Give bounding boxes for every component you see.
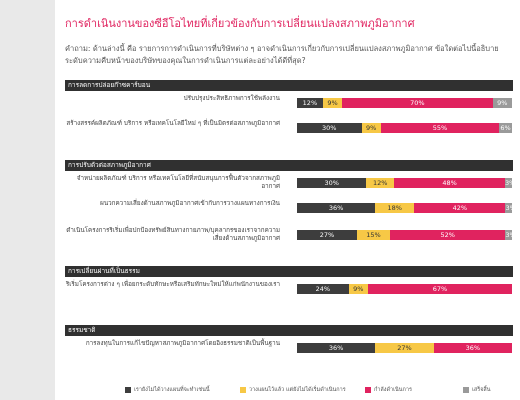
section-header: ธรรมชาติ [65,325,513,336]
legend-swatch [463,386,469,393]
bar-segment: 70% [342,98,493,108]
legend-label: กำลังดำเนินการ [374,387,412,393]
bar-segment: 67% [367,284,512,294]
bar-segment: 3% [505,178,512,188]
legend-swatch [125,386,131,393]
bar-segment: 9% [348,284,368,294]
stacked-bar: 36%18%42%3% [297,203,512,213]
bar-segment: 27% [375,343,434,353]
bar-segment: 12% [366,178,395,188]
legend-swatch [365,386,371,393]
stacked-bar: 36% 27% 36% [297,343,512,353]
bar-segment: 36% [433,343,512,353]
bar-label: ดำเนินโครงการริเริ่มเพื่อปกป้องทรัพย์สิน… [66,227,280,242]
legend-item: เสร็จสิ้น [463,386,491,394]
bar-segment: 42% [414,203,506,213]
chart-page: การดำเนินงานของซีอีโอไทยที่เกี่ยวข้องกับ… [55,0,520,400]
bar-label: ริเริ่มโครงการต่าง ๆ เพื่อยกระดับทักษะหร… [65,281,280,288]
stacked-bar: 30% 9% 55% 6% [297,123,512,133]
stacked-bar: 24% 9% 67% [297,284,512,294]
bar-label: ปรับปรุงประสิทธิภาพการใช้พลังงาน [183,95,280,102]
stacked-bar: 30%12%48%3% [297,178,512,188]
bar-segment: 3% [505,230,512,240]
bar-segment: 30% [297,123,362,133]
legend-label: เสร็จสิ้น [472,387,491,393]
bar-segment: 27% [297,230,357,240]
legend-item: วางแผนไว้แล้ว แต่ยังไม่ได้เริ่มดำเนินการ [240,386,346,394]
bar-label: การลงทุนในการแก้ไขปัญหาสภาพภูมิอากาศโดยอ… [85,340,280,347]
bar-label: จำหน่ายผลิตภัณฑ์ บริการ หรือเทคโนโลยีที่… [76,175,280,190]
bar-segment: 6% [499,123,512,133]
bar-label: ผนวกความเสี่ยงด้านสภาพภูมิอากาศเข้ากับกา… [100,200,280,207]
chart-title: การดำเนินงานของซีอีโอไทยที่เกี่ยวข้องกับ… [65,17,415,30]
legend-swatch [240,386,246,393]
legend-item: เรายังไม่ได้วางแผนที่จะทำเช่นนี้ [125,386,210,394]
bar-segment: 9% [361,123,381,133]
survey-question: คำถาม: ด้านล่างนี้ คือ รายการการดำเนินกา… [65,44,499,65]
bar-segment: 3% [505,203,512,213]
bar-segment: 30% [297,178,367,188]
bar-segment: 15% [356,230,391,240]
legend-label: วางแผนไว้แล้ว แต่ยังไม่ได้เริ่มดำเนินการ [249,387,346,393]
bar-segment: 52% [390,230,506,240]
section-header: การเปลี่ยนผ่านที่เป็นธรรม [65,266,513,277]
section-header: การลดการปล่อยก๊าซคาร์บอน [65,80,513,91]
legend-label: เรายังไม่ได้วางแผนที่จะทำเช่นนี้ [134,387,210,393]
bar-segment: 9% [492,98,512,108]
bar-segment: 24% [297,284,349,294]
bar-segment: 36% [297,203,376,213]
bar-segment: 36% [297,343,376,353]
legend-item: กำลังดำเนินการ [365,386,412,394]
stacked-bar: 12% 9% 70% 9% [297,98,512,108]
bar-segment: 48% [394,178,506,188]
section-header: การปรับตัวต่อสภาพภูมิอากาศ [65,160,513,171]
bar-segment: 9% [322,98,343,108]
bar-segment: 18% [375,203,415,213]
bar-segment: 55% [380,123,500,133]
stacked-bar: 27%15%52%3% [297,230,512,240]
bar-label: สร้างสรรค์ผลิตภัณฑ์ บริการ หรือเทคโนโลยี… [66,120,280,127]
bar-segment: 12% [297,98,323,108]
